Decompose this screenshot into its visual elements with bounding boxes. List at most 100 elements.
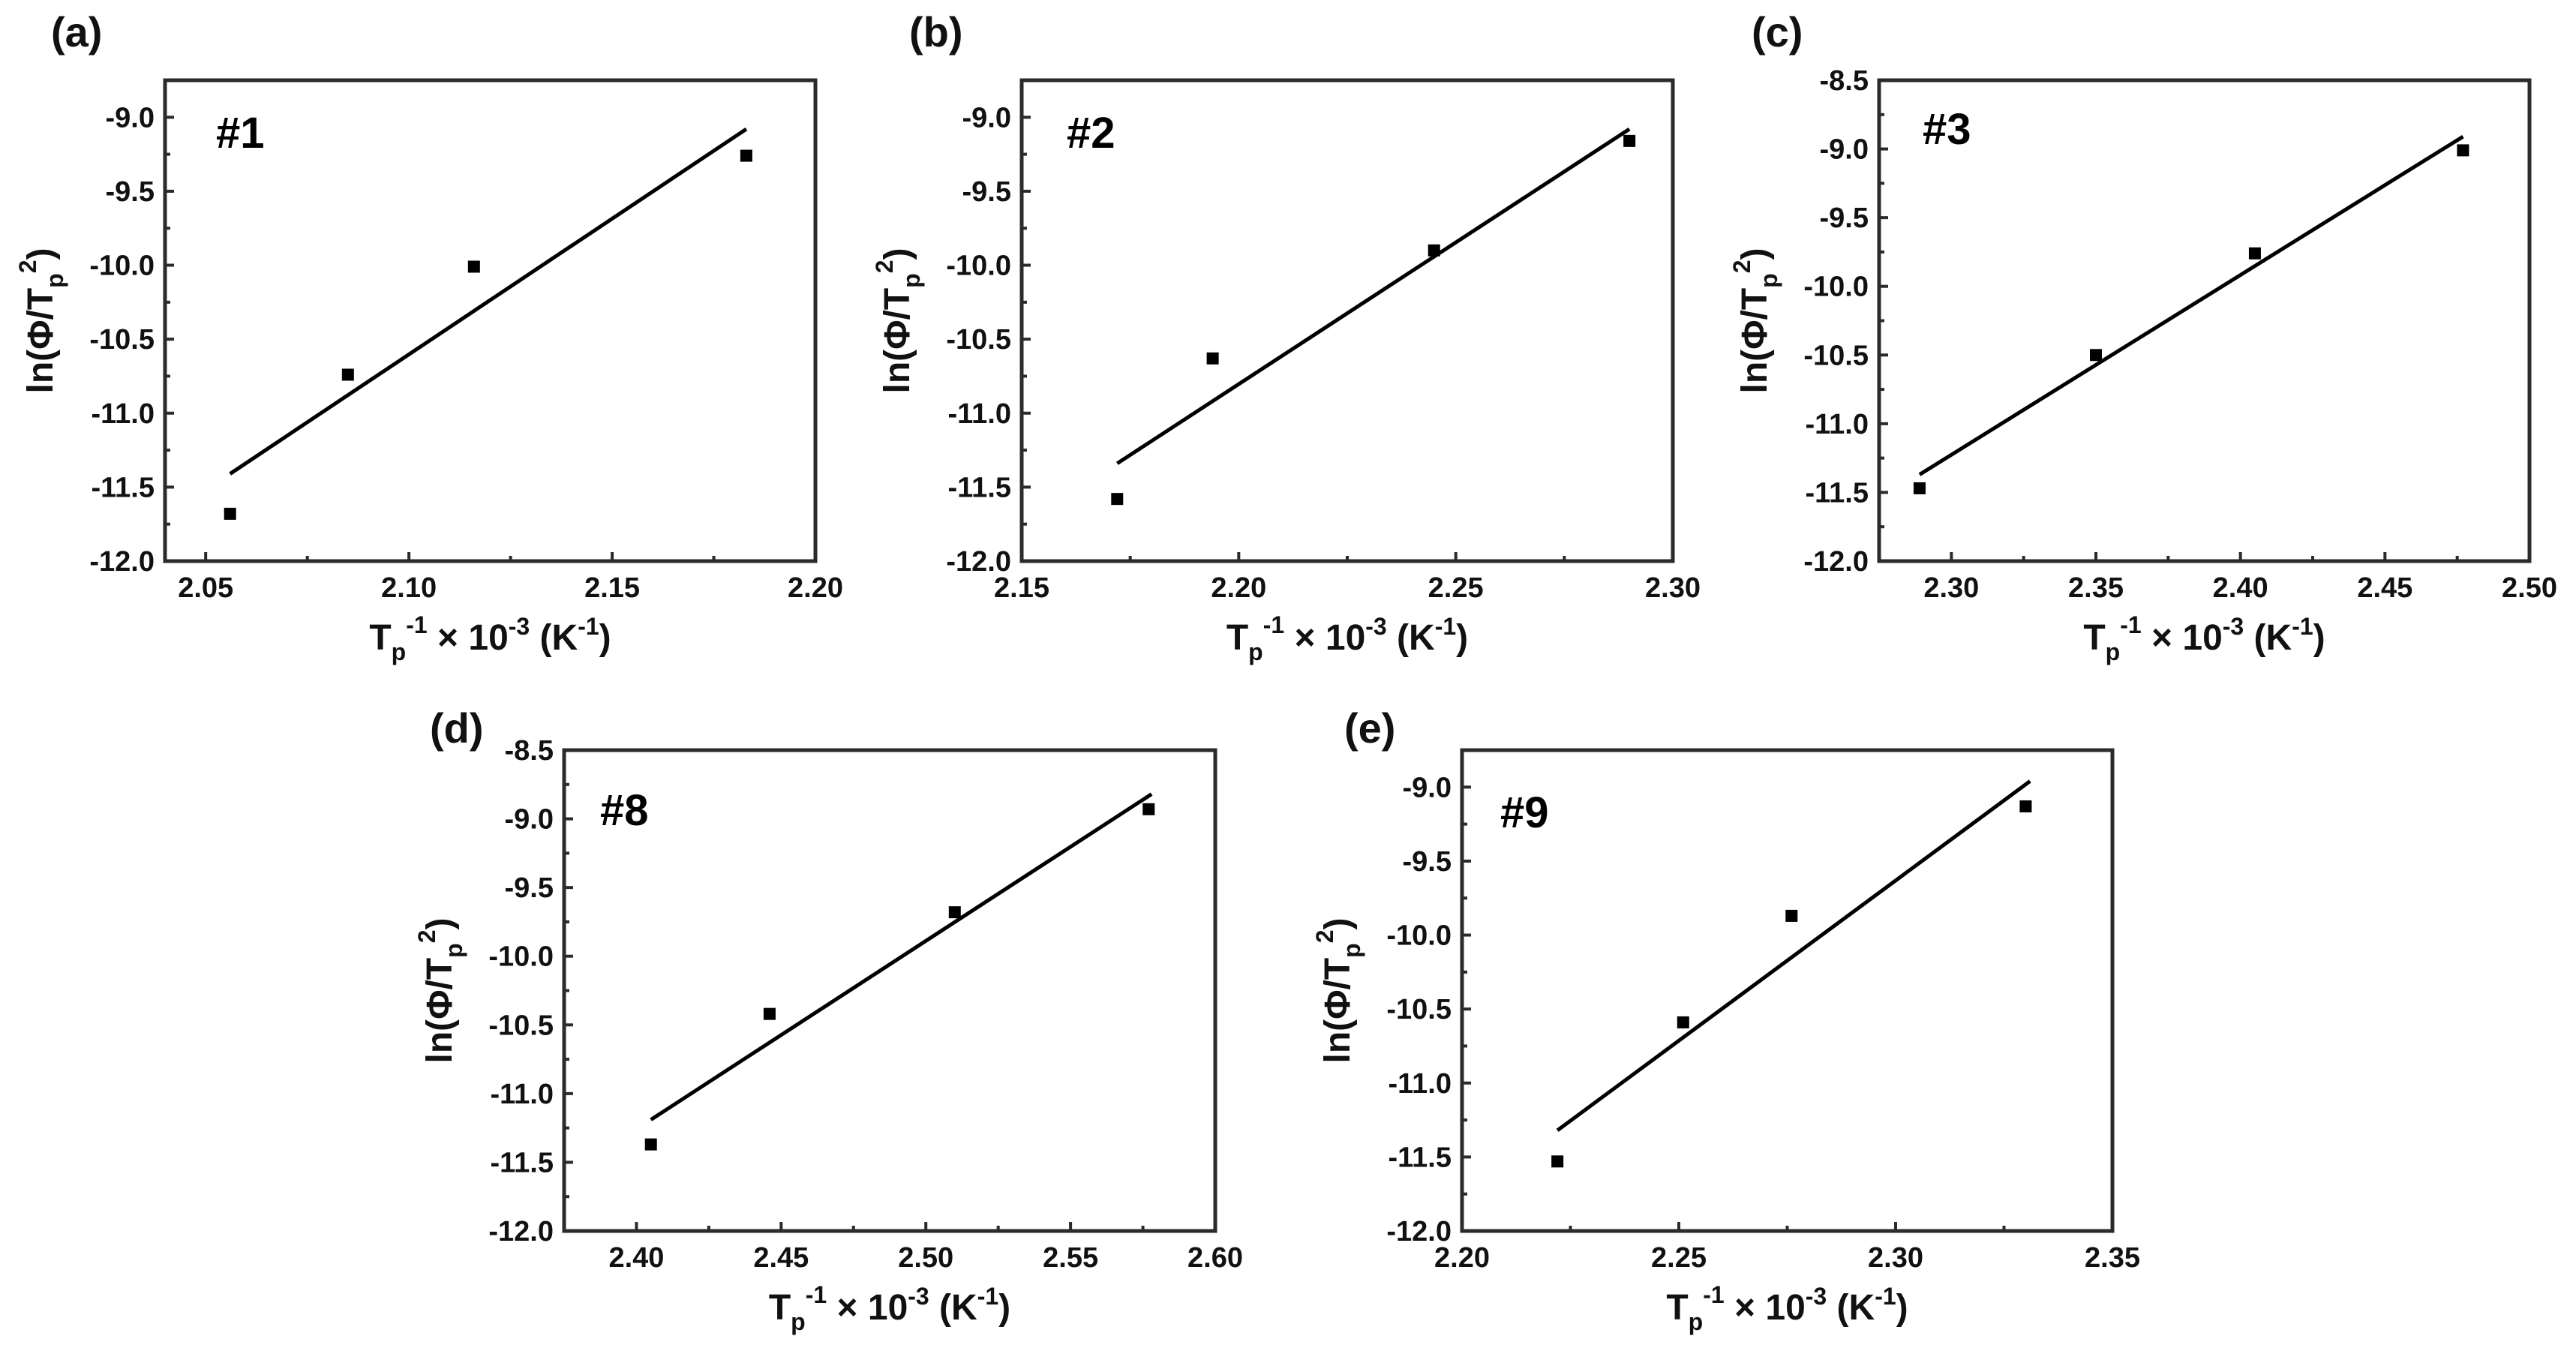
y-tick-label: -11.5: [947, 472, 1011, 503]
sample-label: #2: [1067, 109, 1115, 158]
y-tick-label: -11.0: [947, 398, 1011, 430]
y-tick-label: -12.0: [1803, 546, 1869, 578]
plot-frame: [1460, 748, 2115, 1233]
sample-label: #3: [1923, 105, 1971, 154]
data-point-square-marker: [2457, 144, 2469, 157]
y-tick-label: -11.5: [1388, 1142, 1452, 1173]
plot-frame: [163, 78, 818, 563]
data-point-square-marker: [1623, 134, 1636, 147]
y-tick-label: -11.5: [91, 472, 155, 503]
y-tick-label: -9.5: [1820, 203, 1869, 234]
y-tick-label: -8.5: [505, 735, 554, 767]
x-tick-label: 2.45: [2357, 572, 2412, 604]
y-axis-title: ln(Φ/Tp2): [871, 248, 925, 393]
x-tick-label: 2.40: [2213, 572, 2268, 604]
y-tick-label: -9.5: [505, 872, 554, 904]
y-tick-label: -12.0: [946, 546, 1011, 578]
x-tick-label: 2.30: [1923, 572, 1979, 604]
y-tick-label: -10.0: [1803, 272, 1869, 303]
panel-c: (c) -12.0 -11.5 -11.0 -10.5 -10.0 -9.5 -9.0 -8.5…: [1728, 8, 2557, 665]
y-tick-label: -9.0: [505, 804, 554, 836]
data-point-square-marker: [2090, 349, 2102, 362]
x-tick-label: 2.50: [2502, 572, 2557, 604]
plot-frame: [1019, 78, 1675, 563]
x-tick-label: 2.55: [1043, 1242, 1098, 1274]
y-tick-label: -11.5: [1805, 477, 1869, 509]
plot-frame: [562, 748, 1217, 1233]
x-tick-label: 2.50: [898, 1242, 953, 1274]
data-point-square-marker: [1111, 493, 1124, 506]
y-tick-label: -12.0: [1386, 1216, 1452, 1247]
data-point-square-marker: [644, 1138, 657, 1151]
sample-label: #8: [600, 786, 649, 835]
plot-frame: [1877, 78, 2532, 563]
panel-e: (e) -12.0 -11.5 -11.0 -10.5 -10.0 -9.5 -9.0 2.20…: [1311, 704, 2140, 1335]
data-point-square-marker: [467, 260, 480, 273]
x-tick-label: 2.30: [1645, 572, 1701, 604]
y-tick-label: -11.0: [1805, 409, 1869, 440]
panel-a: (a) -12.0 -11.5 -11.0 -10.5 -10.0 -9.5 -9.0 2.05…: [14, 8, 843, 665]
data-point-square-marker: [948, 906, 961, 919]
data-point-square-marker: [224, 507, 236, 520]
y-tick-label: -11.0: [1388, 1068, 1452, 1100]
panel-b: (b) -12.0 -11.5 -11.0 -10.5 -10.0 -9.5 -9.0 2.15…: [871, 8, 1701, 665]
x-axis-title: Tp-1 × 10-3 (K-1): [769, 1281, 1010, 1335]
panel-letter: (c): [1752, 8, 1803, 56]
x-tick-label: 2.20: [1434, 1242, 1490, 1274]
x-tick-label: 2.05: [178, 572, 233, 604]
data-point-square-marker: [2019, 800, 2032, 812]
y-axis-title: ln(Φ/Tp2): [413, 917, 467, 1063]
y-tick-label: -9.0: [1820, 134, 1869, 166]
data-point-square-marker: [1206, 352, 1219, 365]
x-tick-label: 2.10: [381, 572, 437, 604]
data-point-square-marker: [1142, 803, 1155, 815]
x-axis-title: Tp-1 × 10-3 (K-1): [369, 611, 611, 665]
data-point-square-marker: [341, 368, 354, 381]
y-tick-label: -9.5: [1403, 846, 1452, 878]
x-tick-label: 2.25: [1651, 1242, 1707, 1274]
data-point-square-marker: [2248, 247, 2261, 260]
x-tick-label: 2.35: [2085, 1242, 2140, 1274]
data-point-square-marker: [1785, 909, 1798, 922]
y-tick-label: -10.0: [946, 251, 1011, 282]
x-tick-label: 2.25: [1428, 572, 1484, 604]
data-point-square-marker: [763, 1007, 776, 1020]
data-point-square-marker: [740, 149, 752, 162]
linear-fit-line: [1918, 134, 2464, 476]
linear-fit-line: [229, 128, 748, 476]
y-tick-label: -10.5: [89, 324, 155, 356]
x-tick-label: 2.20: [1211, 572, 1266, 604]
y-tick-label: -11.5: [490, 1147, 554, 1178]
x-tick-label: 2.40: [608, 1242, 664, 1274]
y-tick-label: -9.0: [962, 102, 1011, 134]
x-tick-label: 2.30: [1868, 1242, 1923, 1274]
y-tick-label: -9.0: [1403, 772, 1452, 803]
x-axis-title: Tp-1 × 10-3 (K-1): [1666, 1281, 1908, 1335]
y-tick-label: -10.0: [1386, 920, 1452, 952]
linear-fit-line: [650, 792, 1153, 1121]
y-tick-label: -10.0: [488, 941, 554, 973]
y-tick-label: -9.0: [106, 102, 155, 134]
y-tick-label: -8.5: [1820, 65, 1869, 97]
y-axis-title: ln(Φ/Tp2): [1728, 248, 1782, 393]
y-tick-label: -9.5: [962, 176, 1011, 208]
y-tick-label: -10.5: [1386, 994, 1452, 1025]
panel-letter: (a): [51, 8, 102, 56]
y-tick-label: -11.0: [91, 398, 155, 430]
panel-letter: (d): [430, 704, 484, 752]
sample-label: #1: [216, 109, 265, 158]
x-tick-label: 2.45: [753, 1242, 809, 1274]
y-tick-label: -10.5: [946, 324, 1011, 356]
y-tick-label: -12.0: [488, 1216, 554, 1247]
x-axis-title: Tp-1 × 10-3 (K-1): [1226, 611, 1468, 665]
data-point-square-marker: [1913, 482, 1926, 494]
data-point-square-marker: [1677, 1016, 1689, 1028]
y-tick-label: -9.5: [106, 176, 155, 208]
y-tick-label: -10.0: [89, 251, 155, 282]
x-axis-title: Tp-1 × 10-3 (K-1): [2083, 611, 2325, 665]
y-axis-title: ln(Φ/Tp2): [1311, 917, 1365, 1063]
data-point-square-marker: [1551, 1155, 1564, 1168]
panel-d: (d) -12.0 -11.5 -11.0 -10.5 -10.0 -9.5 -9.0 -8.5…: [413, 704, 1243, 1335]
y-tick-label: -10.5: [488, 1010, 554, 1041]
